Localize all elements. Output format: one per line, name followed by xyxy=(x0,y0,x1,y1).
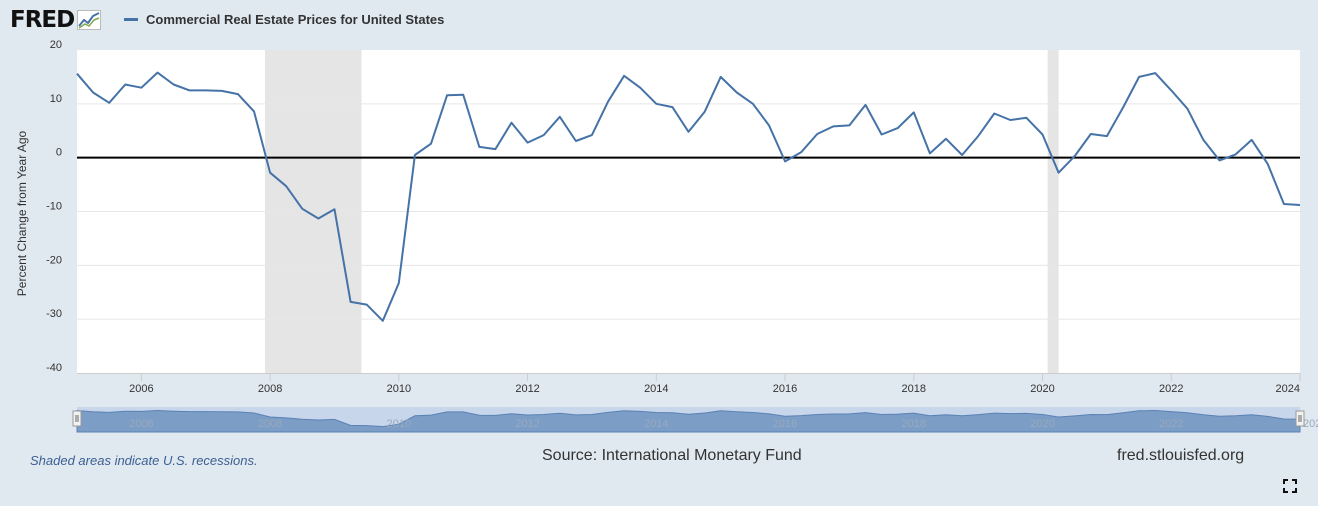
x-tick-label: 2022 xyxy=(1159,383,1183,395)
navigator-label: 2016 xyxy=(773,418,797,430)
y-tick-label: -10 xyxy=(46,201,62,213)
y-tick-label: -30 xyxy=(46,308,62,320)
x-tick-label: 2016 xyxy=(773,383,797,395)
navigator-label: 2012 xyxy=(515,418,539,430)
x-tick-label: 2024 xyxy=(1276,383,1300,395)
site-url[interactable]: fred.stlouisfed.org xyxy=(1117,447,1245,464)
x-tick-label: 2018 xyxy=(902,383,926,395)
fred-logo-chart-icon xyxy=(77,10,102,30)
chart-legend[interactable]: Commercial Real Estate Prices for United… xyxy=(124,12,444,27)
navigator-label: 202 xyxy=(1303,418,1318,430)
x-tick-label: 2010 xyxy=(387,383,411,395)
y-tick-label: 20 xyxy=(50,39,62,51)
data-source: Source: International Monetary Fund xyxy=(542,447,802,464)
navigator-label: 2018 xyxy=(902,418,926,430)
navigator-label: 2010 xyxy=(387,418,411,430)
x-tick-label: 2006 xyxy=(129,383,153,395)
x-tick-label: 2008 xyxy=(258,383,282,395)
y-tick-label: 10 xyxy=(50,93,62,105)
navigator-label: 2006 xyxy=(129,418,153,430)
fullscreen-icon[interactable] xyxy=(1283,479,1297,493)
fred-logo[interactable]: FRED xyxy=(10,6,102,34)
y-axis-label: Percent Change from Year Ago xyxy=(15,130,29,296)
legend-swatch xyxy=(124,18,138,21)
fred-logo-text: FRED xyxy=(10,7,75,33)
x-tick-label: 2014 xyxy=(644,383,668,395)
navigator-area xyxy=(76,409,1301,433)
x-tick-label: 2012 xyxy=(515,383,539,395)
y-tick-label: -20 xyxy=(46,254,62,266)
recession-note: Shaded areas indicate U.S. recessions. xyxy=(30,453,258,468)
line-chart[interactable]: -40 -30 -20 -10 0 10 20 2006 2008 2010 2012 2014 201… xyxy=(0,0,1318,445)
navigator-left-handle[interactable] xyxy=(72,410,82,427)
navigator-label: 2008 xyxy=(258,418,282,430)
handle-box xyxy=(72,410,82,427)
navigator-label: 2020 xyxy=(1030,418,1054,430)
navigator-label: 2014 xyxy=(644,418,668,430)
legend-label: Commercial Real Estate Prices for United… xyxy=(146,12,445,27)
navigator-right-handle[interactable] xyxy=(1295,410,1305,427)
x-tick-label: 2020 xyxy=(1030,383,1054,395)
series-line xyxy=(76,71,1301,322)
navigator-label: 2022 xyxy=(1159,418,1183,430)
y-tick-label: -40 xyxy=(46,362,62,374)
y-tick-label: 0 xyxy=(56,147,62,159)
handle-box xyxy=(1295,410,1305,427)
